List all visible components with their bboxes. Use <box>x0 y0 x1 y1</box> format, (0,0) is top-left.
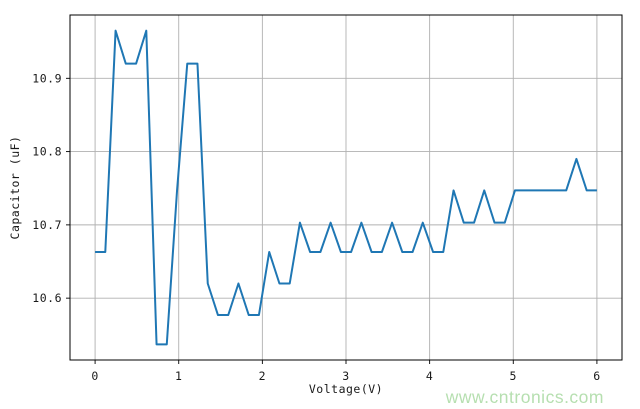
x-axis-label: Voltage(V) <box>309 382 383 396</box>
axes-layer <box>66 14 623 364</box>
x-tick-label: 1 <box>175 369 182 383</box>
x-tick-label: 0 <box>91 369 98 383</box>
tick-labels-layer: 0 1 2 3 4 5 6 10.6 10.7 10.8 10.9 <box>32 71 600 383</box>
data-line <box>95 29 597 346</box>
y-tick-label: 10.7 <box>32 218 62 232</box>
y-tick-label: 10.8 <box>32 145 62 159</box>
y-axis-label: Capacitor (uF) <box>8 136 22 240</box>
grid-layer <box>70 15 622 360</box>
x-tick-label: 5 <box>510 369 517 383</box>
x-tick-label: 2 <box>259 369 266 383</box>
y-tick-label: 10.6 <box>32 291 62 305</box>
watermark: www.cntronics.com <box>445 387 604 407</box>
x-tick-label: 6 <box>593 369 600 383</box>
x-tick-label: 4 <box>426 369 433 383</box>
data-series-layer <box>95 29 597 346</box>
x-tick-label: 3 <box>342 369 349 383</box>
y-tick-label: 10.9 <box>32 71 62 85</box>
